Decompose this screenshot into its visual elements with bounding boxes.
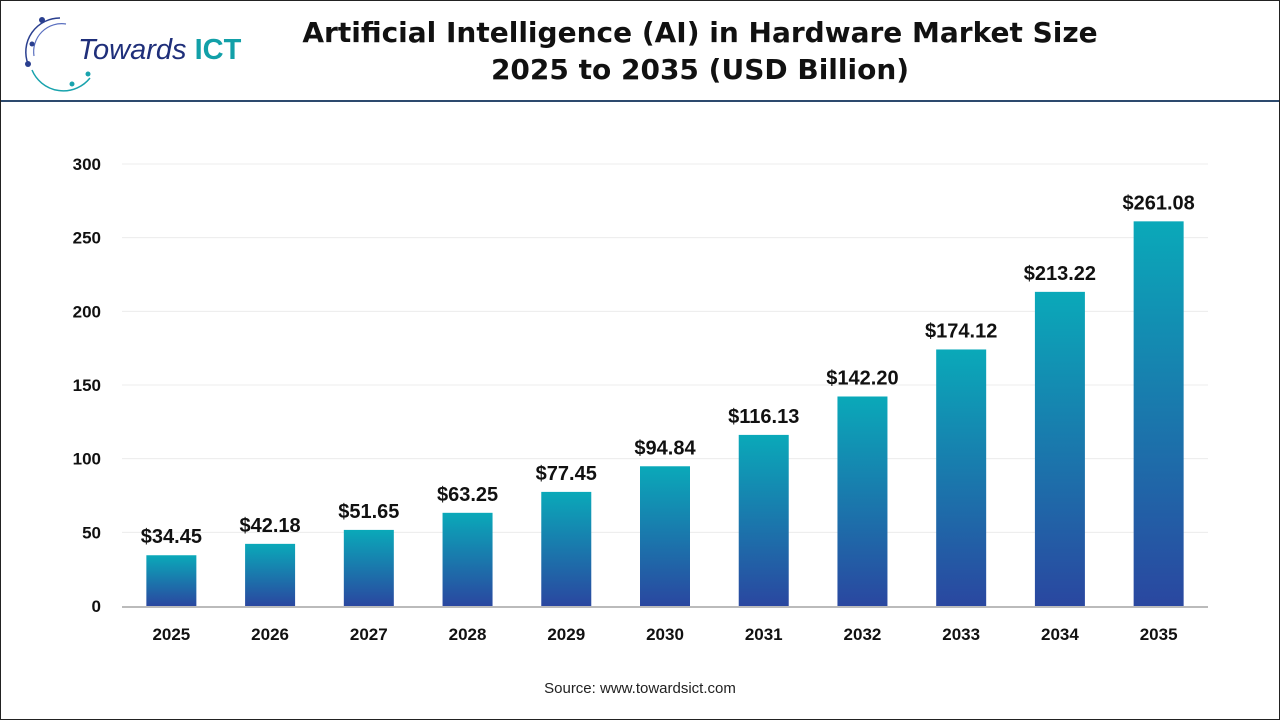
data-label: $174.12 xyxy=(925,320,997,342)
x-tick-label: 2034 xyxy=(1041,625,1079,644)
y-tick-label: 200 xyxy=(73,302,101,321)
y-tick-label: 150 xyxy=(73,376,101,395)
data-label: $63.25 xyxy=(437,484,498,506)
data-label: $94.84 xyxy=(634,437,696,459)
bar-2025 xyxy=(146,555,197,606)
x-tick-label: 2035 xyxy=(1140,625,1178,644)
bar-2028 xyxy=(442,512,493,606)
bar-2026 xyxy=(245,543,296,606)
y-tick-label: 100 xyxy=(73,450,101,469)
x-tick-label: 2031 xyxy=(745,625,783,644)
bar-2027 xyxy=(343,529,394,606)
y-tick-label: 300 xyxy=(73,155,101,174)
chart-title: Artificial Intelligence (AI) in Hardware… xyxy=(302,16,1098,86)
data-label: $116.13 xyxy=(728,406,799,428)
source-note: Source: www.towardsict.com xyxy=(544,680,736,697)
bar-2029 xyxy=(541,491,592,606)
x-tick-label: 2026 xyxy=(251,625,289,644)
data-label: $51.65 xyxy=(338,501,399,523)
bar-2034 xyxy=(1034,291,1085,606)
bar-2030 xyxy=(640,466,690,606)
x-tick-label: 2028 xyxy=(449,625,487,644)
data-label: $77.45 xyxy=(536,463,597,485)
y-tick-label: 50 xyxy=(82,523,101,542)
x-tick-label: 2029 xyxy=(547,625,585,644)
bar-2031 xyxy=(738,434,789,606)
towards-ict-logo: Towards ICT xyxy=(20,12,242,92)
header-divider xyxy=(1,100,1279,102)
x-tick-label: 2032 xyxy=(844,625,882,644)
data-label: $213.22 xyxy=(1024,263,1096,285)
data-label: $42.18 xyxy=(240,515,301,537)
data-label: $34.45 xyxy=(141,526,202,548)
y-tick-label: 250 xyxy=(73,229,101,248)
data-label: $261.08 xyxy=(1122,192,1194,214)
bar-2032 xyxy=(837,396,888,606)
x-tick-label: 2030 xyxy=(646,625,684,644)
logo-circuit-icon xyxy=(25,17,91,92)
y-tick-label: 0 xyxy=(92,597,101,616)
x-tick-label: 2027 xyxy=(350,625,388,644)
x-tick-label: 2025 xyxy=(152,625,190,644)
data-label: $142.20 xyxy=(826,367,898,389)
bar-2035 xyxy=(1133,221,1184,606)
x-tick-label: 2033 xyxy=(942,625,980,644)
bar-2033 xyxy=(936,349,987,606)
logo-text: Towards ICT xyxy=(78,34,242,66)
